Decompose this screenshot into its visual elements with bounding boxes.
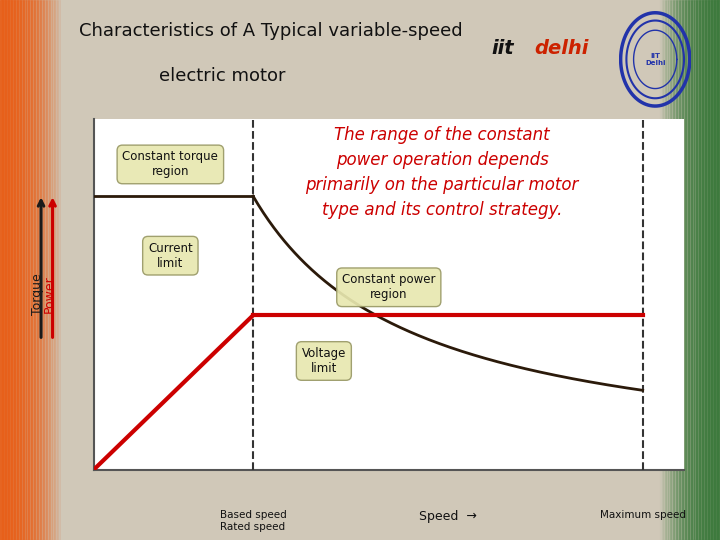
Text: Voltage
limit: Voltage limit [302,347,346,375]
Bar [1,0,3,540]
Bar [701,0,703,540]
Bar [685,0,686,540]
Text: Current
limit: Current limit [148,242,193,269]
Bar [690,0,691,540]
Bar [694,0,696,540]
Bar [4,0,6,540]
Bar [665,0,667,540]
Bar [711,0,712,540]
Bar [680,0,682,540]
Bar [29,0,30,540]
Bar [708,0,709,540]
Bar [3,0,4,540]
Bar [668,0,670,540]
Bar [48,0,49,540]
Bar [706,0,708,540]
Bar [682,0,683,540]
Bar [716,0,717,540]
Bar [32,0,34,540]
Bar [712,0,714,540]
Bar [15,0,17,540]
Bar [38,0,40,540]
Bar [49,0,50,540]
Text: Characteristics of A Typical variable-speed: Characteristics of A Typical variable-sp… [78,22,462,39]
Bar [14,0,15,540]
Bar [686,0,688,540]
Bar [679,0,680,540]
Bar [58,0,60,540]
Bar [22,0,23,540]
Bar [57,0,58,540]
Bar [660,0,662,540]
Text: Speed  →: Speed → [419,510,477,523]
Bar [35,0,37,540]
Bar [670,0,671,540]
Bar [9,0,11,540]
Bar [717,0,719,540]
Bar [11,0,12,540]
Bar [691,0,693,540]
Bar [55,0,57,540]
Bar [719,0,720,540]
Text: electric motor: electric motor [159,67,286,85]
Bar [703,0,705,540]
Bar [43,0,45,540]
Bar [40,0,41,540]
Text: Maximum speed: Maximum speed [600,510,685,520]
Bar [46,0,48,540]
Bar [8,0,9,540]
Bar [20,0,22,540]
Text: Power: Power [42,275,55,313]
Text: Constant torque
region: Constant torque region [122,151,218,178]
Bar [675,0,678,540]
Bar [683,0,685,540]
Bar [12,0,14,540]
Bar [662,0,663,540]
Bar [6,0,8,540]
Bar [671,0,672,540]
Bar [45,0,46,540]
Bar [659,0,660,540]
Bar [27,0,29,540]
Bar [24,0,26,540]
Bar [709,0,711,540]
Bar [34,0,35,540]
Bar [41,0,43,540]
Bar [705,0,706,540]
Text: The range of the constant
power operation depends
primarily on the particular mo: The range of the constant power operatio… [305,126,579,219]
Bar [693,0,694,540]
Bar [60,0,61,540]
Bar [688,0,690,540]
Bar [19,0,20,540]
Bar [674,0,675,540]
Bar [672,0,674,540]
Text: Based speed
Rated speed: Based speed Rated speed [220,510,287,532]
Bar [26,0,27,540]
Text: IIT
Delhi: IIT Delhi [645,53,665,66]
Bar [697,0,698,540]
Bar [696,0,697,540]
Bar [50,0,52,540]
Bar [23,0,24,540]
Bar [37,0,38,540]
Bar [17,0,19,540]
Text: Torque: Torque [31,273,44,315]
Bar [0,0,1,540]
Bar [678,0,679,540]
Text: Constant power
region: Constant power region [342,273,436,301]
Bar [663,0,665,540]
Text: delhi: delhi [534,39,589,58]
Bar [667,0,668,540]
Bar [714,0,716,540]
Bar [30,0,32,540]
Bar [53,0,55,540]
Bar [698,0,700,540]
Bar [52,0,53,540]
Text: iit: iit [492,39,514,58]
Bar [700,0,701,540]
